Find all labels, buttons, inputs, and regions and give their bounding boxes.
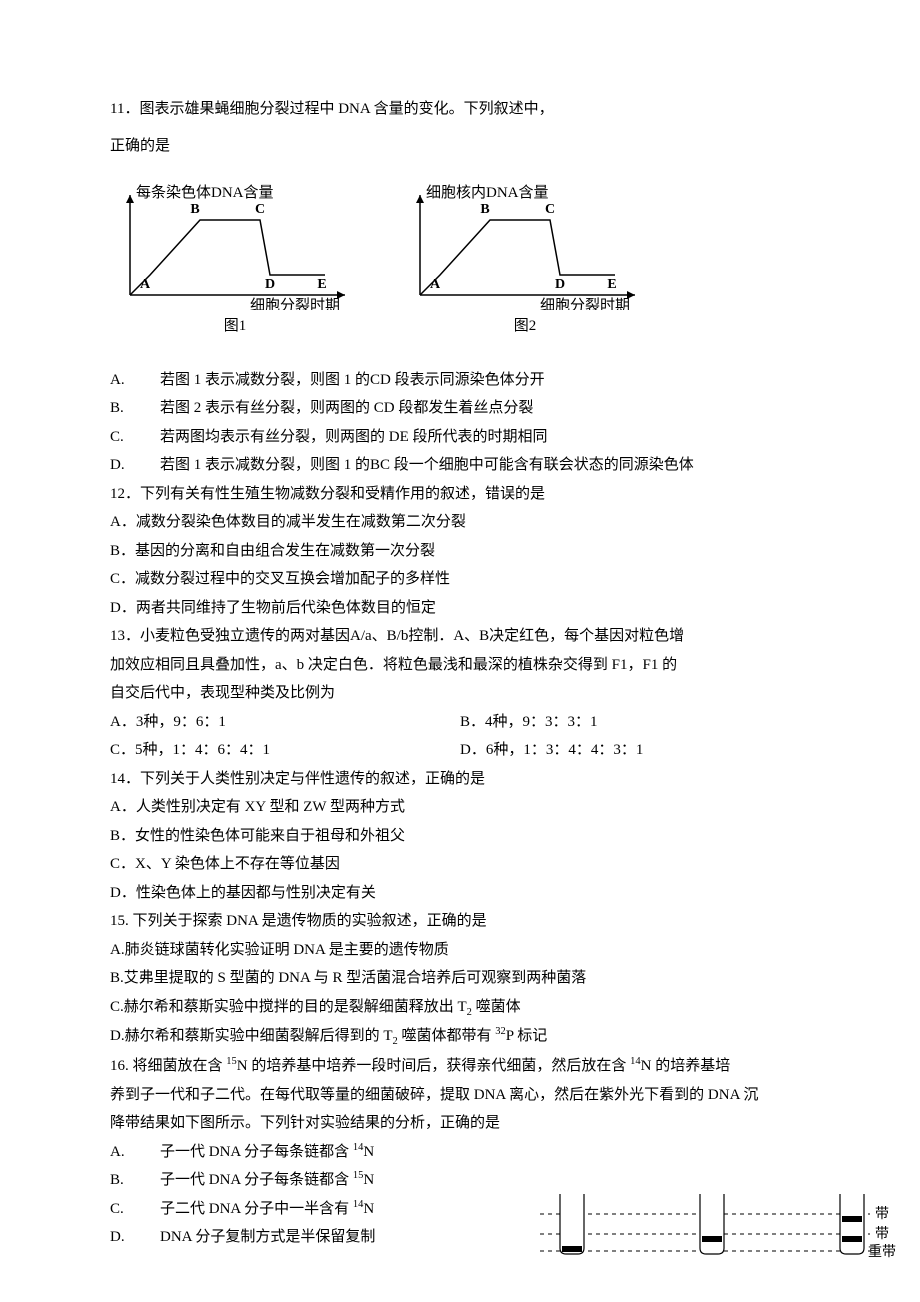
- chart2-svg: 细胞核内DNA含量细胞分裂时期 A B C D E: [400, 180, 650, 310]
- q14-A: A．人类性别决定有 XY 型和 ZW 型两种方式: [110, 793, 810, 822]
- q13-options: A．3种，9：6：1 B．4种，9：3：3：1 C．5种，1：4：6：4：1 D…: [110, 708, 810, 765]
- q13-stem2: 加效应相同且具叠加性，a、b 决定白色．将粒色最浅和最深的植株杂交得到 F1，F…: [110, 651, 810, 680]
- svg-text:D: D: [555, 277, 565, 292]
- q12-C: C．减数分裂过程中的交叉互换会增加配子的多样性: [110, 565, 810, 594]
- q12-D: D．两者共同维持了生物前后代染色体数目的恒定: [110, 594, 810, 623]
- q14: 14．下列关于人类性别决定与伴性遗传的叙述，正确的是 A．人类性别决定有 XY …: [110, 765, 810, 908]
- q11-option-B: B. 若图 2 表示有丝分裂，则两图的 CD 段都发生着丝点分裂: [110, 394, 810, 423]
- q16-A: A. 子一代 DNA 分子每条链都含 14N: [110, 1138, 810, 1167]
- q12-stem: 12．下列有关有性生殖生物减数分裂和受精作用的叙述，错误的是: [110, 480, 810, 509]
- svg-text:重带: 重带: [868, 1244, 896, 1260]
- svg-text:细胞分裂时期: 细胞分裂时期: [250, 297, 340, 310]
- svg-text:D: D: [265, 277, 275, 292]
- q15-D: D.赫尔希和蔡斯实验中细菌裂解后得到的 T2 噬菌体都带有 32P 标记: [110, 1022, 810, 1052]
- q11-option-D: D. 若图 1 表示减数分裂，则图 1 的BC 段一个细胞中可能含有联会状态的同…: [110, 451, 810, 480]
- svg-text:每条染色体DNA含量: 每条染色体DNA含量: [136, 184, 274, 201]
- q11: 11．图表示雄果蝇细胞分裂过程中 DNA 含量的变化。下列叙述中， 正确的是 每…: [110, 95, 810, 480]
- q11-chart2: 细胞核内DNA含量细胞分裂时期 A B C D E 图2: [400, 180, 650, 341]
- q12: 12．下列有关有性生殖生物减数分裂和受精作用的叙述，错误的是 A．减数分裂染色体…: [110, 480, 810, 623]
- q11-option-C: C. 若两图均表示有丝分裂，则两图的 DE 段所代表的时期相同: [110, 423, 810, 452]
- q15-C: C.赫尔希和蔡斯实验中搅拌的目的是裂解细菌释放出 T2 噬菌体: [110, 993, 810, 1023]
- q11-intro2: 正确的是: [110, 132, 810, 161]
- svg-text:B: B: [480, 202, 489, 217]
- q11-chart1: 每条染色体DNA含量细胞分裂时期 A B C D E 图1: [110, 180, 360, 341]
- q15-B: B.艾弗里提取的 S 型菌的 DNA 与 R 型活菌混合培养后可观察到两种菌落: [110, 964, 810, 993]
- q15-stem: 15. 下列关于探索 DNA 是遗传物质的实验叙述，正确的是: [110, 907, 810, 936]
- svg-text:带: 带: [875, 1226, 889, 1242]
- q14-B: B．女性的性染色体可能来自于祖母和外祖父: [110, 822, 810, 851]
- q12-B: B．基因的分离和自由组合发生在减数第一次分裂: [110, 537, 810, 566]
- q16-stem1: 16. 将细菌放在含 15N 的培养基中培养一段时间后，获得亲代细菌，然后放在含…: [110, 1052, 810, 1081]
- q11-intro1: 11．图表示雄果蝇细胞分裂过程中 DNA 含量的变化。下列叙述中，: [110, 95, 810, 124]
- q13-stem1: 13．小麦粒色受独立遗传的两对基因A/a、B/b控制．A、B决定红色，每个基因对…: [110, 622, 810, 651]
- svg-text:C: C: [255, 202, 265, 217]
- q15-A: A.肺炎链球菌转化实验证明 DNA 是主要的遗传物质: [110, 936, 810, 965]
- svg-text:A: A: [140, 277, 151, 292]
- chart1-caption: 图1: [110, 312, 360, 341]
- q11-option-A: A. 若图 1 表示减数分裂，则图 1 的CD 段表示同源染色体分开: [110, 366, 810, 395]
- svg-text:C: C: [545, 202, 555, 217]
- chart2-caption: 图2: [400, 312, 650, 341]
- svg-text:带: 带: [875, 1206, 889, 1222]
- q13-A: A．3种，9：6：1: [110, 708, 460, 737]
- chart1-svg: 每条染色体DNA含量细胞分裂时期 A B C D E: [110, 180, 360, 310]
- q14-D: D．性染色体上的基因都与性别决定有关: [110, 879, 810, 908]
- q16-stem3: 降带结果如下图所示。下列针对实验结果的分析，正确的是: [110, 1109, 810, 1138]
- q13-D: D．6种，1：3：4：4：3：1: [460, 736, 810, 765]
- svg-text:A: A: [430, 277, 441, 292]
- q16: 16. 将细菌放在含 15N 的培养基中培养一段时间后，获得亲代细菌，然后放在含…: [110, 1052, 810, 1252]
- q13-stem3: 自交后代中，表现型种类及比例为: [110, 679, 810, 708]
- q11-charts: 每条染色体DNA含量细胞分裂时期 A B C D E 图1 细胞核内DNA含量细胞分裂时期…: [110, 180, 810, 341]
- q14-C: C．X、Y 染色体上不存在等位基因: [110, 850, 810, 879]
- q13-C: C．5种，1：4：6：4：1: [110, 736, 460, 765]
- q15: 15. 下列关于探索 DNA 是遗传物质的实验叙述，正确的是 A.肺炎链球菌转化…: [110, 907, 810, 1052]
- svg-text:B: B: [190, 202, 199, 217]
- q16-figure: 带带重带: [540, 1176, 900, 1277]
- q16-svg: 带带重带: [540, 1176, 900, 1266]
- q13: 13．小麦粒色受独立遗传的两对基因A/a、B/b控制．A、B决定红色，每个基因对…: [110, 622, 810, 765]
- svg-text:细胞核内DNA含量: 细胞核内DNA含量: [426, 184, 549, 201]
- q14-stem: 14．下列关于人类性别决定与伴性遗传的叙述，正确的是: [110, 765, 810, 794]
- svg-text:细胞分裂时期: 细胞分裂时期: [540, 297, 630, 310]
- svg-text:E: E: [317, 277, 326, 292]
- q13-B: B．4种，9：3：3：1: [460, 708, 810, 737]
- q12-A: A．减数分裂染色体数目的减半发生在减数第二次分裂: [110, 508, 810, 537]
- svg-text:E: E: [607, 277, 616, 292]
- q16-stem2: 养到子一代和子二代。在每代取等量的细菌破碎，提取 DNA 离心，然后在紫外光下看…: [110, 1081, 810, 1110]
